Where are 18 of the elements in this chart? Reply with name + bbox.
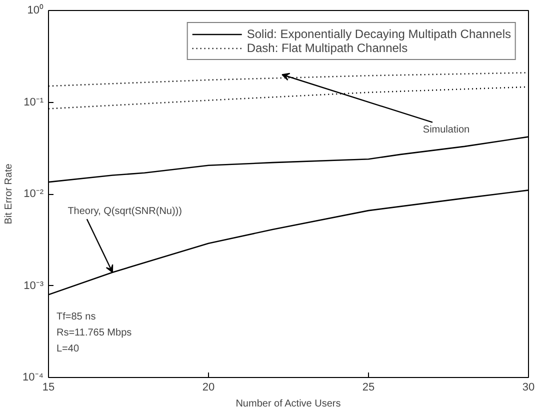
y-axis-title: Bit Error Rate [4, 163, 15, 224]
y-tick-label: 10⁻² [24, 188, 44, 200]
legend-label: Solid: Exponentially Decaying Multipath Channels [246, 27, 511, 41]
legend-label: Dash: Flat Multipath Channels [246, 41, 408, 55]
x-tick-label: 30 [522, 382, 535, 394]
x-axis-title: Number of Active Users [236, 398, 341, 410]
annotation: Rs=11.765 Mbps [56, 328, 132, 338]
y-tick-label: 10⁻⁴ [22, 372, 44, 384]
y-tick-label: 10⁻³ [24, 280, 44, 292]
annotation: L=40 [56, 344, 80, 354]
y-tick-label: 10⁰ [27, 4, 44, 16]
annotation: Theory, Q(sqrt(SNR(Nu))) [68, 206, 182, 218]
y-tick-label: 10⁻¹ [24, 96, 44, 108]
x-tick-label: 15 [42, 382, 55, 394]
annotation: Tf=85 ns [56, 312, 96, 322]
x-tick-label: 20 [202, 382, 215, 394]
annotation: Simulation [422, 124, 470, 136]
x-tick-label: 25 [362, 382, 375, 394]
